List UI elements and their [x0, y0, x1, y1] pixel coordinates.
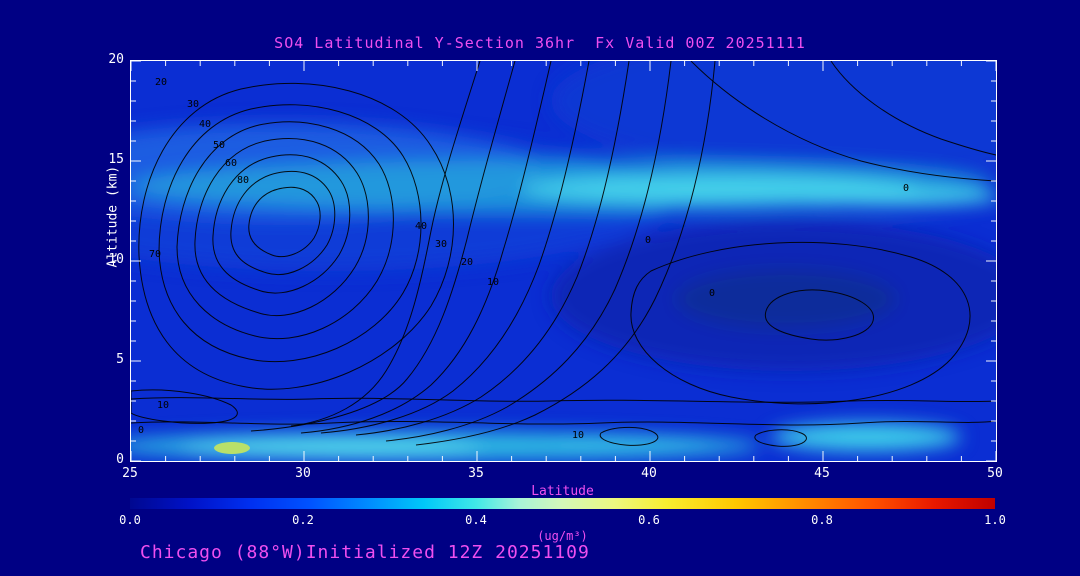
plot-area: 20 30 40 50 60 80 70 40 30 20 10 0 0 0 1… — [130, 60, 997, 462]
contour-label: 20 — [461, 257, 473, 268]
colorbar-tick-label: 0.2 — [292, 513, 314, 527]
contour-label: 20 — [155, 77, 167, 88]
colorbar-gradient — [130, 498, 995, 509]
x-tick-label: 40 — [641, 466, 657, 481]
contour-label: 80 — [237, 175, 249, 186]
x-tick-label: 25 — [122, 466, 138, 481]
y-tick-label: 10 — [108, 252, 124, 267]
contour-label: 60 — [225, 158, 237, 169]
y-tick-label: 5 — [116, 352, 124, 367]
y-tick-label: 15 — [108, 152, 124, 167]
filled-contour-field — [131, 61, 996, 461]
x-axis-label: Latitude — [531, 484, 594, 499]
contour-label: 0 — [709, 288, 715, 299]
colorbar-tick-label: 0.6 — [638, 513, 660, 527]
x-tick-label: 50 — [987, 466, 1003, 481]
contour-lines — [131, 61, 996, 447]
contour-label: 50 — [213, 140, 225, 151]
chart-title: SO4 Latitudinal Y-Section 36hr Fx Valid … — [274, 34, 806, 52]
x-tick-label: 30 — [295, 466, 311, 481]
contour-label: 10 — [487, 277, 499, 288]
contour-label: 10 — [572, 430, 584, 441]
contour-label: 0 — [903, 183, 909, 194]
contour-label: 0 — [645, 235, 651, 246]
y-tick-label: 20 — [108, 52, 124, 67]
colorbar-tick-label: 1.0 — [984, 513, 1006, 527]
hot-spot — [214, 442, 250, 454]
colorbar-tick-label: 0.4 — [465, 513, 487, 527]
contour-label: 0 — [138, 425, 144, 436]
colorbar-tick-label: 0.0 — [119, 513, 141, 527]
y-axis-label: Altitude (km) — [105, 165, 121, 268]
colorbar-tick-label: 0.8 — [811, 513, 833, 527]
x-tick-label: 45 — [814, 466, 830, 481]
initialization-note: Chicago (88°W)Initialized 12Z 20251109 — [140, 542, 590, 563]
colorbar-unit-label: (ug/m³) — [537, 529, 588, 543]
contour-plot-svg: 20 30 40 50 60 80 70 40 30 20 10 0 0 0 1… — [131, 61, 996, 461]
contour-labels: 20 30 40 50 60 80 70 40 30 20 10 0 0 0 1… — [138, 77, 909, 441]
contour-label: 40 — [199, 119, 211, 130]
axis-tick-marks — [131, 61, 996, 461]
contour-label: 40 — [415, 221, 427, 232]
contour-label: 10 — [157, 400, 169, 411]
contour-label: 30 — [187, 99, 199, 110]
x-tick-label: 35 — [468, 466, 484, 481]
contour-label: 30 — [435, 239, 447, 250]
y-tick-label: 0 — [116, 452, 124, 467]
contour-label: 70 — [149, 249, 161, 260]
